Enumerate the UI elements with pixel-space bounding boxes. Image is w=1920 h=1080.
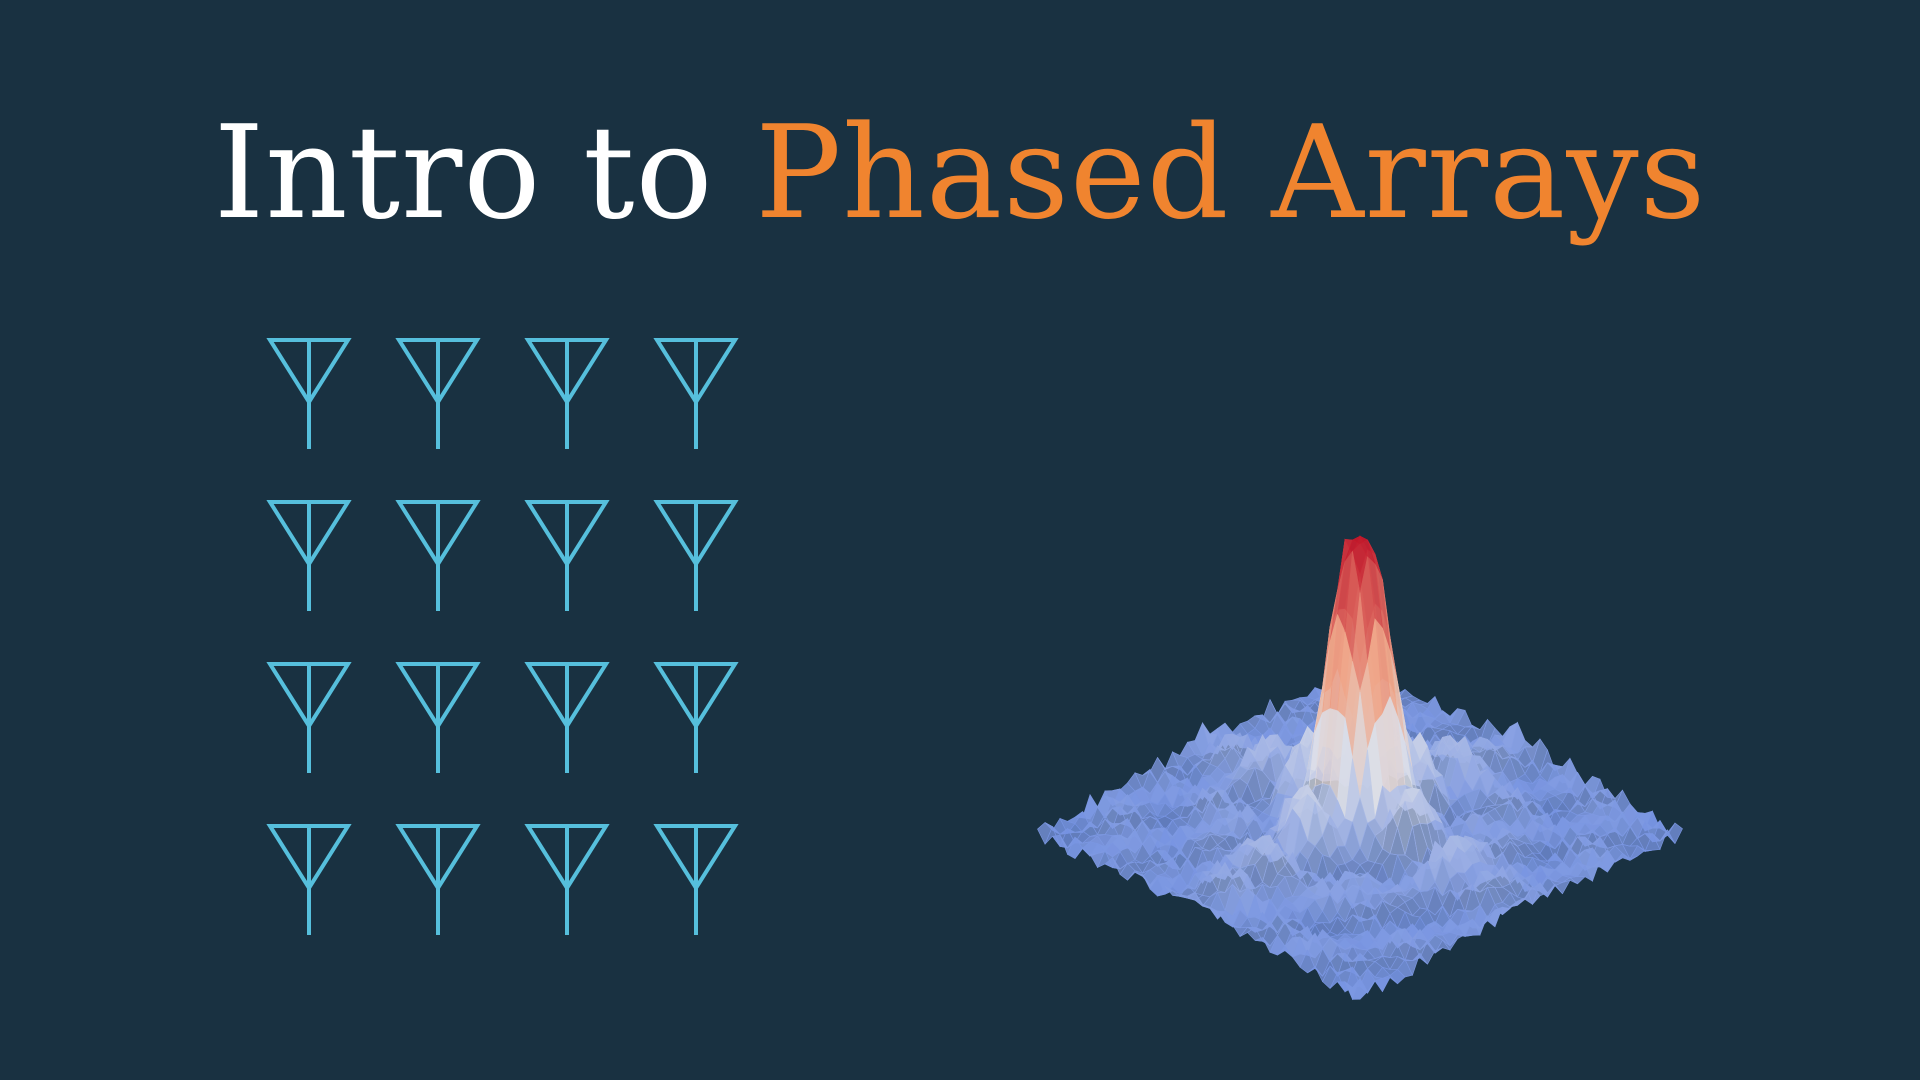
- antenna-icon: [651, 822, 741, 938]
- page-title: Intro to Phased Arrays: [0, 110, 1920, 238]
- surface-facet: [1667, 822, 1683, 845]
- antenna-icon: [264, 336, 354, 452]
- antenna-icon: [393, 336, 483, 452]
- antenna-array-grid: [264, 336, 744, 936]
- surface-facet: [1352, 977, 1368, 1000]
- antenna-icon: [651, 660, 741, 776]
- antenna-icon: [393, 660, 483, 776]
- radiation-pattern-surface-plot: [1037, 535, 1683, 1001]
- antenna-icon: [522, 822, 612, 938]
- title-text-orange: Phased Arrays: [755, 99, 1707, 248]
- antenna-icon: [393, 498, 483, 614]
- antenna-icon: [264, 822, 354, 938]
- antenna-icon: [651, 336, 741, 452]
- antenna-icon: [264, 660, 354, 776]
- antenna-icon: [264, 498, 354, 614]
- antenna-icon: [651, 498, 741, 614]
- antenna-icon: [522, 336, 612, 452]
- antenna-icon: [522, 498, 612, 614]
- antenna-icon: [393, 822, 483, 938]
- title-text-white: Intro to: [213, 99, 714, 248]
- antenna-icon: [522, 660, 612, 776]
